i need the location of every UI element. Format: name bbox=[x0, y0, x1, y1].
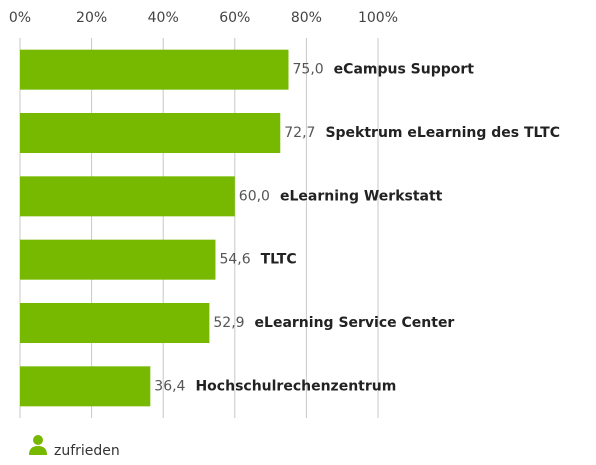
bar bbox=[20, 176, 235, 217]
x-tick-label: 60% bbox=[219, 10, 250, 26]
bar bbox=[20, 239, 216, 280]
category-label: Spektrum eLearning des TLTC bbox=[325, 125, 560, 141]
x-tick-label: 100% bbox=[358, 10, 398, 26]
x-tick-label: 20% bbox=[76, 10, 107, 26]
legend: zufrieden bbox=[29, 435, 120, 459]
value-label: 72,7 bbox=[284, 125, 315, 141]
legend-icon-head bbox=[33, 435, 43, 445]
category-label: eLearning Service Center bbox=[255, 315, 455, 331]
value-label: 54,6 bbox=[219, 252, 250, 268]
category-label: eLearning Werkstatt bbox=[280, 188, 443, 204]
bar bbox=[20, 303, 210, 343]
value-label: 60,0 bbox=[239, 188, 270, 204]
x-tick-label: 40% bbox=[148, 10, 179, 26]
bar bbox=[20, 49, 289, 90]
legend-icon-body bbox=[29, 446, 47, 455]
category-label: Hochschulrechenzentrum bbox=[195, 378, 396, 394]
x-tick-label: 80% bbox=[291, 10, 322, 26]
value-label: 52,9 bbox=[213, 315, 244, 331]
category-label: eCampus Support bbox=[334, 62, 475, 78]
category-label: TLTC bbox=[261, 252, 297, 268]
legend-label: zufrieden bbox=[54, 443, 120, 459]
bar bbox=[20, 366, 151, 407]
bar bbox=[20, 113, 281, 153]
value-label: 75,0 bbox=[293, 62, 324, 78]
value-label: 36,4 bbox=[154, 378, 185, 394]
x-tick-label: 0% bbox=[9, 10, 31, 26]
